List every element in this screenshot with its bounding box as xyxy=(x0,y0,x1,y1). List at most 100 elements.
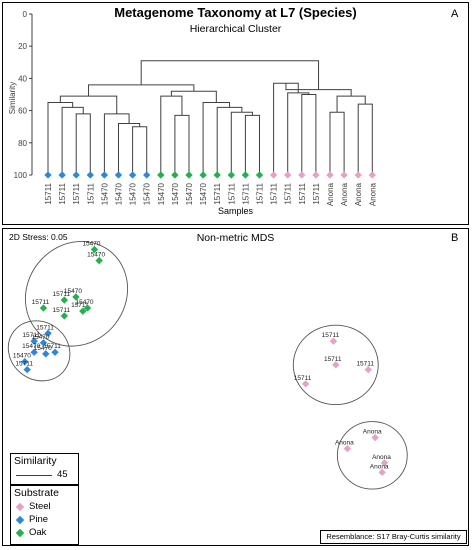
resemblance-note: Resemblance: S17 Bray-Curtis similarity xyxy=(320,530,467,544)
legend-oak: Oak xyxy=(29,527,47,538)
dendrogram-branch xyxy=(47,102,74,175)
mds-point-label: 15470 xyxy=(87,252,105,259)
mds-point-label: 15711 xyxy=(71,302,89,309)
dendrogram-branch xyxy=(140,60,320,90)
mds-point-label: 15711 xyxy=(324,356,342,363)
leaf-marker xyxy=(72,171,80,179)
mds-point-label: Anona xyxy=(372,454,391,461)
dendrogram-panel: 0 20 40 60 80 100 Similarity 15711 15711 15711 157… xyxy=(2,2,469,225)
y-tick-label: 80 xyxy=(18,139,27,148)
pine-marker-icon xyxy=(15,515,25,525)
mds-point xyxy=(329,337,338,345)
mds-point-label: 15470 xyxy=(31,334,49,341)
leaf-label: 15711 xyxy=(298,182,307,204)
stress-label: 2D Stress: 0.05 xyxy=(9,232,68,242)
y-tick-label: 40 xyxy=(18,74,27,83)
steel-anona-cluster-outline xyxy=(336,421,408,490)
mds-point-label: 15470 xyxy=(22,343,40,350)
dendrogram-branch xyxy=(202,102,231,175)
leaf-marker xyxy=(354,171,362,179)
leaf-marker xyxy=(114,171,123,179)
mds-point xyxy=(42,350,50,358)
y-tick-label: 60 xyxy=(18,107,27,116)
mds-point xyxy=(21,358,29,366)
dendrogram-branch xyxy=(216,106,243,175)
oak-cluster-outline xyxy=(24,240,129,347)
dendrogram-branch xyxy=(61,106,84,175)
y-tick-label: 0 xyxy=(23,10,28,19)
leaf-marker xyxy=(312,171,320,179)
mds-point-label: 15470 xyxy=(34,345,52,352)
mds-point-label: 15711 xyxy=(53,307,71,314)
leaf-label: Anona xyxy=(340,182,349,206)
leaf-label: Anona xyxy=(368,182,377,206)
dendrogram-branch xyxy=(88,84,195,97)
mds-point xyxy=(371,433,379,442)
leaf-label: 15711 xyxy=(284,182,293,204)
leaf-marker xyxy=(86,171,94,179)
dendrogram-branch xyxy=(244,114,260,175)
leaf-marker xyxy=(284,171,292,179)
leaf-label: 15470 xyxy=(185,182,194,205)
similarity-legend: Similarity 45 xyxy=(10,453,79,485)
mds-point-label: 15711 xyxy=(36,324,54,331)
leaf-marker xyxy=(269,171,278,179)
leaf-marker xyxy=(171,171,179,179)
leaf-marker xyxy=(368,171,376,179)
leaf-label: 15470 xyxy=(143,182,152,205)
similarity-legend-title: Similarity xyxy=(14,455,57,467)
leaf-marker xyxy=(298,171,306,179)
mds-point xyxy=(343,444,352,453)
dendrogram-branch xyxy=(329,111,345,175)
dendrogram-title: Metagenome Taxonomy at L7 (Species) xyxy=(114,5,357,20)
mds-point xyxy=(79,307,87,315)
mds-point-label: Anona xyxy=(335,440,354,447)
mds-point-label: 15711 xyxy=(294,375,312,382)
leaf-label: 15711 xyxy=(270,182,279,204)
leaf-label: 15470 xyxy=(129,182,138,205)
mds-point xyxy=(51,348,59,356)
leaf-label: Anona xyxy=(354,182,363,206)
leaf-label: 15711 xyxy=(312,182,321,204)
pine-cluster-outline xyxy=(7,320,71,382)
leaf-marker xyxy=(227,171,235,179)
mds-point-label: 15711 xyxy=(53,291,71,298)
leaf-marker xyxy=(213,171,221,179)
leaf-label: 15711 xyxy=(58,182,67,204)
leaf-label: 15711 xyxy=(44,182,53,204)
leaf-label: 15711 xyxy=(213,182,222,204)
leaf-label: 15711 xyxy=(241,182,250,204)
mds-point-label: 15711 xyxy=(32,299,50,306)
leaf-marker xyxy=(128,171,137,179)
dendrogram-branch xyxy=(174,114,190,175)
dendrogram-branch xyxy=(170,90,217,103)
mds-point xyxy=(23,365,31,374)
mds-point xyxy=(378,468,386,476)
y-tick-label: 100 xyxy=(14,171,28,180)
dendrogram-branch xyxy=(273,82,299,175)
mds-point-label: 15470 xyxy=(75,299,93,306)
similarity-legend-value: 45 xyxy=(57,469,68,480)
mds-point xyxy=(39,304,48,312)
dendrogram-branch xyxy=(160,95,183,175)
mds-point-label: 15711 xyxy=(22,332,40,339)
mds-point-label: 15711 xyxy=(15,361,33,368)
panel-b-letter: B xyxy=(451,232,459,244)
leaf-marker xyxy=(326,171,334,179)
mds-point xyxy=(72,293,80,301)
nmds-chart: 1547015470157111571115470157111571115470… xyxy=(7,240,408,490)
dendrogram-branch xyxy=(132,126,148,175)
leaf-label: 15711 xyxy=(256,182,265,204)
y-axis-label: Similarity xyxy=(8,82,17,114)
leaf-marker xyxy=(185,171,193,179)
dendrogram-branch xyxy=(357,103,373,175)
mds-point xyxy=(364,365,372,374)
leaf-marker xyxy=(44,171,52,179)
leaf-label: 15711 xyxy=(72,182,81,204)
leaf-label: 15470 xyxy=(157,182,166,205)
dendrogram-branch xyxy=(301,94,317,175)
leaf-label: 15470 xyxy=(171,182,180,205)
leaf-marker xyxy=(157,171,165,179)
similarity-legend-line xyxy=(16,475,52,476)
mds-point xyxy=(60,296,68,304)
